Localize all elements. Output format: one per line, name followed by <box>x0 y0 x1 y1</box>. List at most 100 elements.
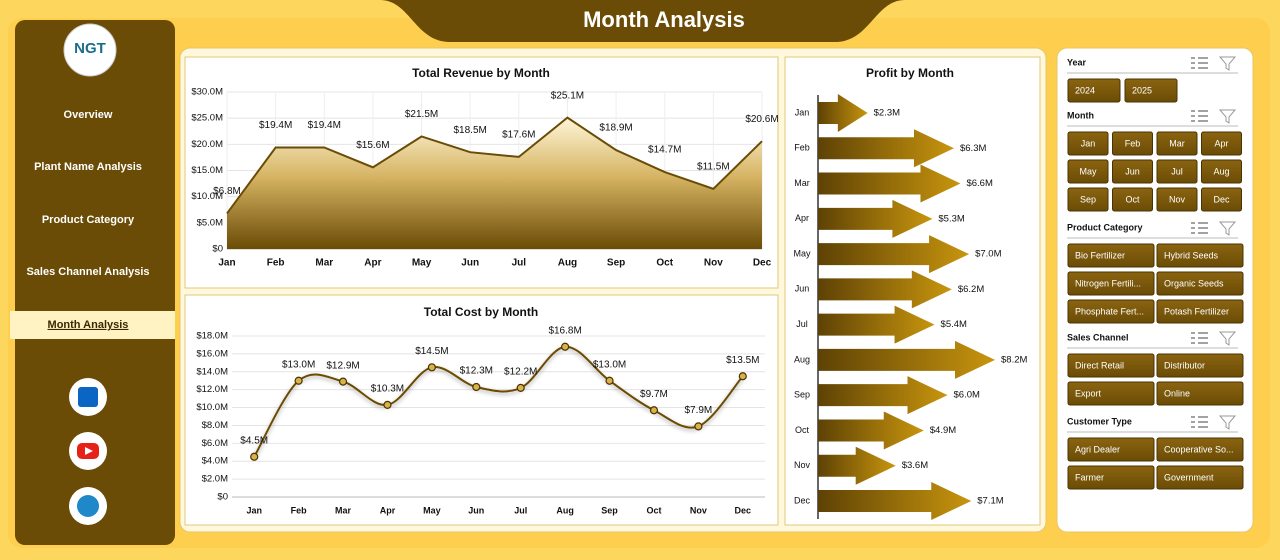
data-label: $4.9M <box>930 425 956 436</box>
data-label: $6.8M <box>213 186 241 197</box>
data-label: $2.3M <box>874 108 900 119</box>
x-tick-label: Aug <box>558 258 577 269</box>
y-tick-label: Dec <box>794 495 811 505</box>
slicer-item: Agri Dealer <box>1075 444 1120 454</box>
multi-select-icon[interactable] <box>1191 332 1208 344</box>
slicer-button[interactable] <box>1067 465 1155 490</box>
slicer-button[interactable] <box>1067 159 1109 184</box>
slicer-item: Feb <box>1125 138 1141 148</box>
y-tick-label: $14.0M <box>196 366 228 377</box>
clear-filter-icon[interactable] <box>1218 56 1237 71</box>
clear-filter-icon[interactable] <box>1218 109 1237 124</box>
slicer-button[interactable] <box>1067 131 1109 156</box>
slicer-button[interactable] <box>1112 187 1153 212</box>
x-tick-label: Jul <box>514 505 527 515</box>
nav-item[interactable]: Plant Name Analysis <box>34 161 142 173</box>
chart-title: Profit by Month <box>866 66 954 80</box>
slicer-button[interactable] <box>1156 271 1244 296</box>
data-label: $7.0M <box>975 249 1001 260</box>
slicer-item: May <box>1079 166 1097 176</box>
y-tick-label: $6.0M <box>202 438 228 449</box>
cost-point <box>250 452 259 461</box>
slicer-title: Customer Type <box>1067 416 1132 426</box>
slicer-button[interactable] <box>1067 437 1155 462</box>
slicer-button[interactable] <box>1067 381 1155 406</box>
clear-filter-icon[interactable] <box>1218 331 1237 346</box>
slicer-item: Apr <box>1214 138 1228 148</box>
cost-point <box>383 400 392 409</box>
y-tick-label: Apr <box>795 213 809 223</box>
data-label: $12.2M <box>504 367 537 378</box>
x-tick-label: Nov <box>704 258 723 269</box>
slicer-button[interactable] <box>1067 243 1155 268</box>
slicer-button[interactable] <box>1156 159 1198 184</box>
y-tick-label: $18.0M <box>196 331 228 342</box>
y-tick-label: $0 <box>212 244 223 255</box>
slicer-item: Distributor <box>1164 360 1205 370</box>
x-tick-label: Feb <box>267 258 285 269</box>
x-tick-label: Mar <box>335 505 352 515</box>
multi-select-icon[interactable] <box>1191 57 1208 69</box>
slicer-item: Hybrid Seeds <box>1164 250 1219 260</box>
slicer-button[interactable] <box>1124 78 1178 103</box>
cost-point <box>472 382 481 392</box>
data-label: $13.5M <box>726 355 759 366</box>
multi-select-icon[interactable] <box>1191 110 1208 122</box>
slicer-item: Cooperative So... <box>1164 444 1234 454</box>
slicer-button[interactable] <box>1201 131 1242 156</box>
x-tick-label: Jun <box>461 258 479 269</box>
slicer-button[interactable] <box>1067 187 1109 212</box>
clear-filter-icon[interactable] <box>1218 415 1237 430</box>
profit-arrow <box>818 340 995 379</box>
x-tick-label: Jan <box>218 258 235 269</box>
clear-filter-icon[interactable] <box>1218 221 1237 236</box>
slicer-title: Product Category <box>1067 222 1143 232</box>
data-label: $14.7M <box>648 145 681 156</box>
slicer-button[interactable] <box>1201 159 1242 184</box>
cost-card <box>184 294 779 526</box>
slicer-button[interactable] <box>1067 78 1121 103</box>
data-label: $5.3M <box>938 213 964 224</box>
slicer-item: Phosphate Fert... <box>1075 306 1144 316</box>
slicer-button[interactable] <box>1156 353 1244 378</box>
profit-arrow <box>818 376 948 415</box>
slicer-item: Nitrogen Fertili... <box>1075 278 1141 288</box>
data-label: $5.4M <box>941 319 967 330</box>
slicer-button[interactable] <box>1112 159 1153 184</box>
nav-item[interactable]: Product Category <box>42 214 135 226</box>
slicer-button[interactable] <box>1067 271 1155 296</box>
data-label: $20.6M <box>745 114 778 125</box>
y-tick-label: Nov <box>794 460 811 470</box>
slicer-button[interactable] <box>1067 299 1155 324</box>
nav-item[interactable]: Overview <box>64 109 113 121</box>
x-tick-label: Jan <box>246 505 262 515</box>
slicer-button[interactable] <box>1067 353 1155 378</box>
data-label: $21.5M <box>405 109 438 120</box>
x-tick-label: Jul <box>512 258 527 269</box>
slicer-button[interactable] <box>1201 187 1242 212</box>
y-tick-label: $16.0M <box>196 348 228 359</box>
slicer-button[interactable] <box>1156 243 1244 268</box>
x-tick-label: Nov <box>690 505 707 515</box>
slicer-item: Organic Seeds <box>1164 278 1224 288</box>
multi-select-icon[interactable] <box>1191 416 1208 428</box>
slicer-title: Sales Channel <box>1067 332 1129 342</box>
web-glyph <box>77 495 99 517</box>
profit-arrow <box>818 482 972 520</box>
data-label: $9.7M <box>640 389 668 400</box>
slicer-item: Dec <box>1213 194 1230 204</box>
slicer-button[interactable] <box>1112 131 1153 156</box>
data-label: $17.6M <box>502 130 535 141</box>
nav-item[interactable]: Month Analysis <box>48 319 129 331</box>
multi-select-icon[interactable] <box>1191 222 1208 234</box>
slicer-button[interactable] <box>1156 437 1244 462</box>
slicer-button[interactable] <box>1156 381 1244 406</box>
profit-arrow <box>818 199 933 238</box>
slicer-button[interactable] <box>1156 187 1198 212</box>
slicer-button[interactable] <box>1156 465 1244 490</box>
slicer-item: 2024 <box>1075 85 1095 95</box>
nav-item[interactable]: Sales Channel Analysis <box>26 266 149 278</box>
slicer-button[interactable] <box>1156 299 1244 324</box>
slicer-button[interactable] <box>1156 131 1198 156</box>
y-tick-label: $4.0M <box>202 456 228 467</box>
